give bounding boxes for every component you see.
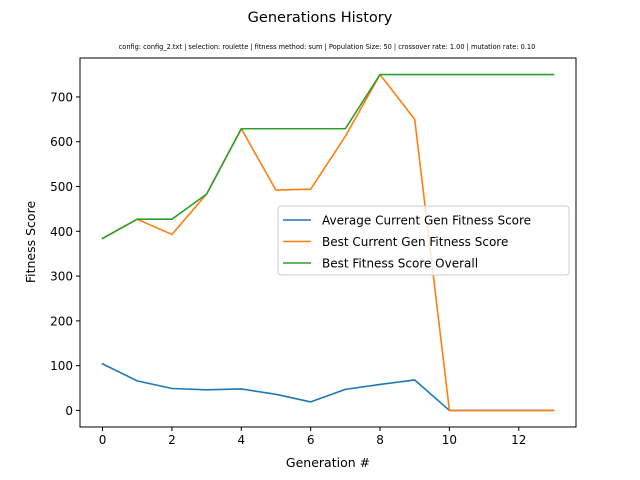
legend: Average Current Gen Fitness Score Best Cu… (277, 205, 570, 276)
chart-subtitle: config: config_2.txt | selection: roulet… (119, 43, 536, 51)
x-tick-label: 8 (376, 433, 384, 447)
legend-label-3: Best Fitness Score Overall (322, 257, 478, 271)
y-tick-label: 600 (50, 135, 73, 149)
y-tick-label: 700 (50, 90, 73, 104)
legend-box (277, 205, 570, 276)
x-tick-label: 10 (442, 433, 457, 447)
y-axis-label: Fitness Score (23, 201, 38, 284)
x-tick-label: 4 (237, 433, 245, 447)
axis-ticks: 0 2 4 6 8 10 12 0 100 200 300 400 500 600 700 (50, 90, 526, 447)
x-tick-label: 2 (168, 433, 176, 447)
chart-title: Generations History (248, 10, 393, 26)
y-tick-label: 300 (50, 270, 73, 284)
y-tick-label: 200 (50, 314, 73, 328)
y-tick-label: 0 (65, 404, 73, 418)
x-axis-label: Generation # (286, 455, 370, 470)
plot-frame (79, 57, 577, 428)
legend-label-1: Average Current Gen Fitness Score (322, 214, 531, 228)
plot-lines (101, 73, 555, 412)
y-tick-label: 100 (50, 359, 73, 373)
x-tick-label: 6 (307, 433, 315, 447)
series-line-3 (101, 73, 555, 240)
y-tick-label: 500 (50, 180, 73, 194)
x-tick-label: 12 (511, 433, 526, 447)
series-line-2 (101, 73, 555, 412)
y-tick-label: 400 (50, 225, 73, 239)
legend-label-2: Best Current Gen Fitness Score (322, 235, 508, 249)
x-tick-label: 0 (99, 433, 107, 447)
